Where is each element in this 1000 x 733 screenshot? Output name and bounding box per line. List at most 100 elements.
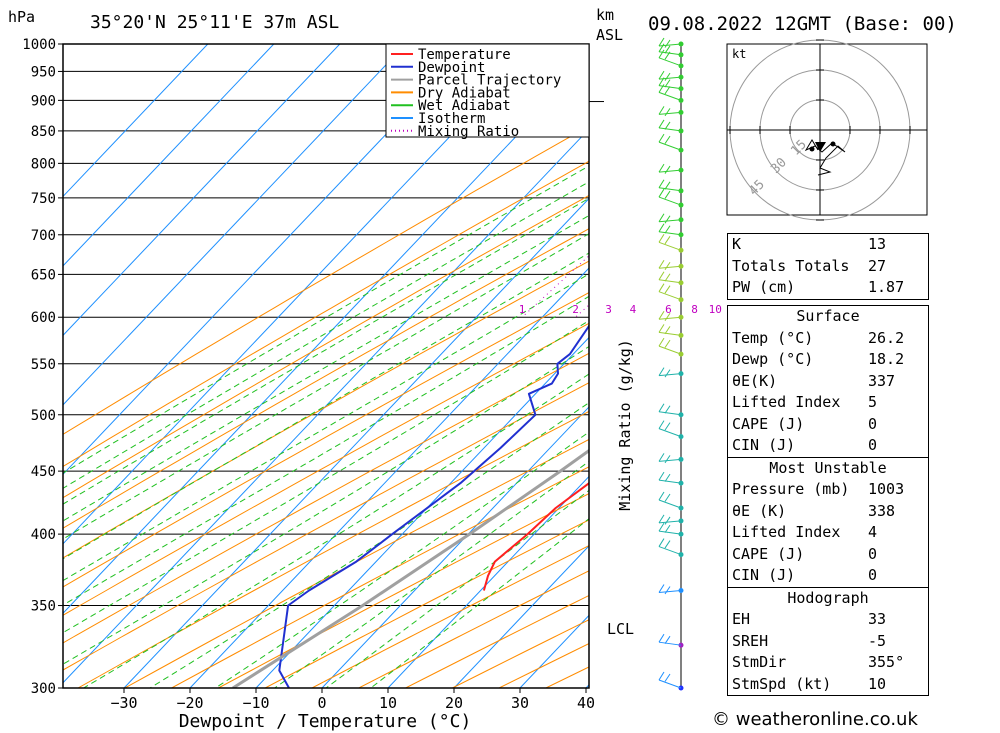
table-row: CIN (J) 0 [728,435,928,457]
y-tick-label: 950 [31,64,56,80]
table-row: StmDir 355° [728,652,928,674]
wind-barb-flag [664,261,671,271]
temperature-line [482,482,589,591]
wind-barb-flag [658,310,665,320]
mixing-ratio-label: 10 [709,303,722,316]
wind-barb-shaft [658,458,682,462]
wind-barb-flag [658,271,665,280]
hodograph-table-title: Hodograph [728,586,928,610]
row-value: 0 [868,544,878,563]
wind-barb-shaft [658,141,682,151]
wind-barb-flag [664,339,671,348]
wind-barb-flag [658,633,665,643]
row-label: StmDir [732,653,787,671]
row-value: 0 [868,436,878,454]
wind-barb-shaft [658,520,682,524]
y-tick-label: 550 [31,357,56,373]
x-tick-label: 40 [577,694,595,712]
wind-barb-flag [664,369,671,378]
wind-barb-shaft [658,127,682,132]
row-value: 13 [868,235,887,253]
wind-barb-shaft [658,428,682,438]
surface-table: Surface Temp (°C) 26.2 Dewp (°C) 18.2 θE(K) 3… [727,305,929,696]
wind-barb-flag [664,121,671,130]
wind-barb-flag [664,673,671,682]
row-label: EH [732,610,751,628]
wind-barb-flag [664,312,671,322]
table-row: Dewp (°C) 18.2 [728,349,928,371]
y-tick-label: 350 [31,599,56,615]
mixing-ratio-label: 3 [605,303,612,316]
wind-barb-shaft [658,641,682,646]
row-value: 337 [868,371,896,390]
wind-barb-flag [664,190,671,199]
y-tick-label: 300 [31,681,56,697]
row-label: Temp (°C) [732,328,814,347]
wind-barb-flag [664,236,671,245]
isotherm-line [387,475,589,688]
x-tick-label: 0 [317,694,326,712]
y-tick-label: 450 [31,464,56,480]
lcl-label: LCL [607,620,634,638]
row-value: 18.2 [868,350,905,368]
plot-frame [62,43,590,689]
x-tick-label: 20 [445,694,463,712]
wind-barb-flag [664,473,671,482]
wind-barb-shaft [658,91,682,101]
row-label: θE (K) [732,501,787,520]
credit-link[interactable]: © weatheronline.co.uk [712,709,918,730]
wet-adiabat-line [325,489,589,688]
row-value: 5 [868,393,878,411]
wind-barb-flag [664,540,671,549]
y-tick-label: 400 [31,527,56,543]
row-value: 0 [868,566,878,584]
table-row: θE(K) 337 [728,371,928,393]
wind-barb-flag [658,324,665,333]
wind-barb-shaft [658,51,682,56]
y-tick-label: 1000 [22,37,56,53]
dry-adiabat-line [63,228,589,529]
mixing-ratio-axis-label: Mixing Ratio (g/kg) [616,339,634,511]
wind-barb-flag [658,367,665,376]
wet-adiabat-line [63,197,589,505]
wind-barb-flag [658,522,665,532]
x-tick-label: 30 [511,694,529,712]
row-label: CIN (J) [732,436,796,454]
row-label: Lifted Index [732,523,841,541]
x-axis-label: Dewpoint / Temperature (°C) [179,711,472,732]
wind-barb-flag [658,403,665,413]
isotherm-line [255,336,589,688]
mixing-ratio-label: 1 [519,303,526,316]
wind-barb-flag [658,119,665,129]
wind-barb-shaft [658,331,682,336]
wind-barb-flag [664,215,671,224]
wet-adiabat-line [215,431,589,688]
wind-barb-flag [658,106,665,115]
wind-profile [658,37,684,691]
wind-barb-flag [658,234,665,243]
wind-barb-flag [658,223,665,233]
wet-adiabat-line [83,373,589,688]
row-label: Dewp (°C) [732,350,814,368]
dry-adiabat-line [77,410,589,688]
wind-barb-flag [664,108,671,117]
hodograph-point [809,146,815,152]
row-value: 1.87 [868,278,905,296]
isotherm-line [63,44,275,267]
wind-barb-flag [658,514,665,524]
wind-barb-flag [664,493,671,502]
wind-barb-shaft [658,196,682,206]
row-value: 1003 [868,480,905,498]
dewpoint-line [278,324,589,688]
wind-barb-flag [664,135,671,144]
wind-barb-flag [664,635,671,644]
dry-adiabat-line [63,382,589,671]
legend-box [385,43,590,138]
most-unstable-title: Most Unstable [728,456,928,480]
wind-barb-flag [658,188,665,198]
y-tick-label: 800 [31,156,56,172]
wind-barb-flag [658,453,665,462]
wind-barb-shaft [658,546,682,556]
